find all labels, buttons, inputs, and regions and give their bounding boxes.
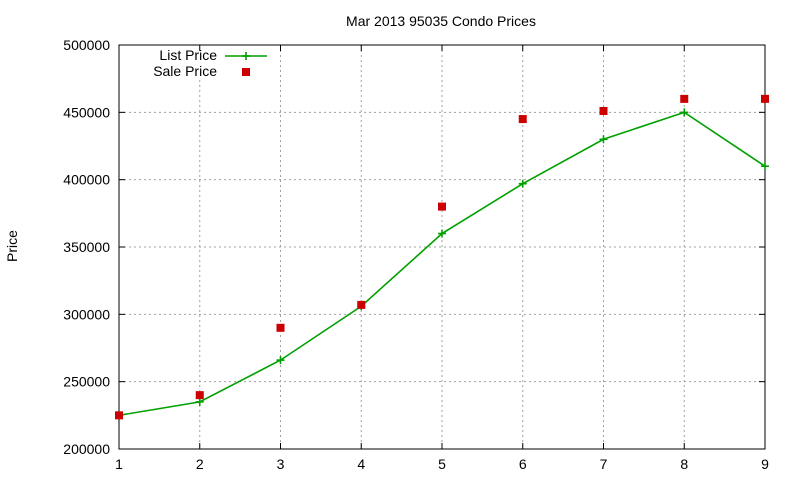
axes: 1 2 3 4 5 6 7 8 9 200000 250000 300000 350000 400000 4… (63, 37, 769, 472)
list-price-point (518, 179, 527, 188)
sale-price-point (438, 202, 446, 211)
sale-price-point (357, 300, 366, 309)
grid-lines (119, 45, 765, 449)
legend-label: List Price (159, 47, 217, 63)
list-price-point (761, 162, 769, 171)
x-tick-label: 2 (196, 456, 204, 472)
y-tick-label: 400000 (63, 172, 110, 188)
x-tick-label: 5 (438, 456, 446, 472)
legend-square-swatch (242, 68, 250, 76)
list-price-point (599, 135, 608, 144)
series-line-list-price (118, 111, 766, 417)
series-layer (115, 94, 769, 420)
x-tick-label: 8 (680, 456, 688, 472)
x-tick-label: 4 (357, 456, 365, 472)
y-tick-label: 450000 (63, 104, 110, 120)
y-axis-label: Price (4, 230, 20, 262)
x-tick-label: 1 (115, 456, 123, 472)
sale-price-point (680, 94, 689, 103)
legend-label: Sale Price (153, 63, 217, 79)
x-tick-label: 6 (519, 456, 527, 472)
list-price-point (276, 356, 285, 365)
sale-price-point (195, 391, 204, 400)
sale-price-point (599, 106, 608, 115)
x-tick-label: 9 (761, 456, 769, 472)
y-tick-label: 350000 (63, 239, 110, 255)
list-price-point (680, 108, 689, 117)
sale-price-point (276, 323, 285, 332)
y-tick-label: 300000 (63, 306, 110, 322)
sale-price-point (761, 94, 769, 103)
y-tick-label: 500000 (63, 37, 110, 53)
list-price-point (195, 397, 204, 406)
x-tick-label: 7 (600, 456, 608, 472)
plot-border (118, 44, 766, 450)
sale-price-point (115, 411, 123, 420)
x-tick-label: 3 (277, 456, 285, 472)
chart-title: Mar 2013 95035 Condo Prices (346, 13, 536, 29)
y-tick-label: 200000 (63, 441, 110, 457)
list-price-point (438, 229, 446, 238)
sale-price-point (518, 115, 527, 124)
y-tick-label: 250000 (63, 374, 110, 390)
